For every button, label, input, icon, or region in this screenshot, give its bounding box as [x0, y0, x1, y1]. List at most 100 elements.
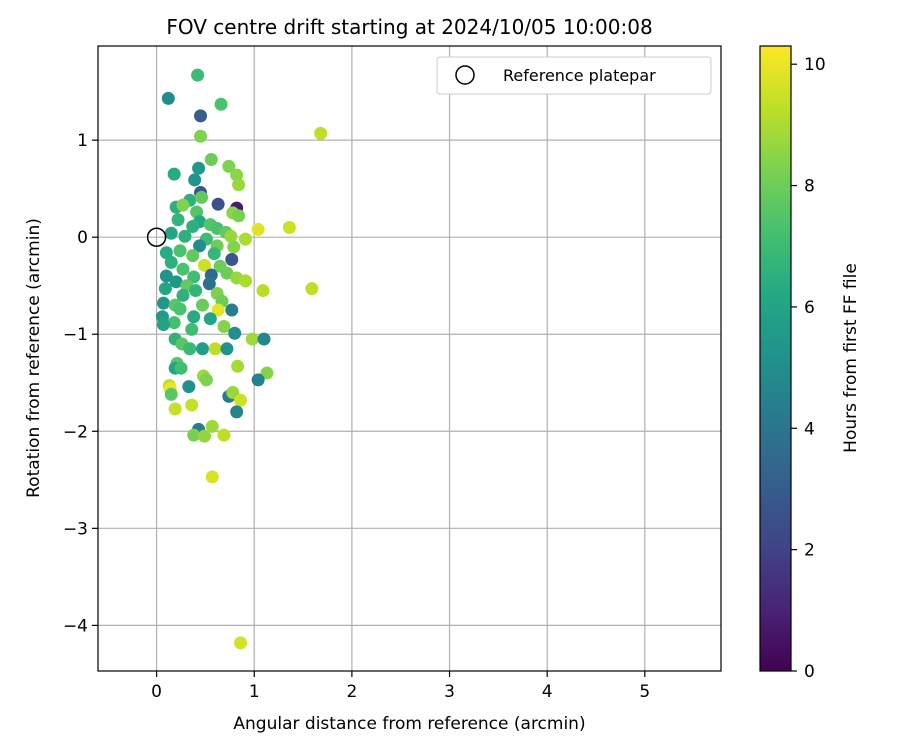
- y-axis-label: Rotation from reference (arcmin): [24, 218, 44, 498]
- data-point: [282, 220, 296, 234]
- legend: Reference platepar: [436, 56, 712, 95]
- data-point: [185, 398, 199, 412]
- legend-marker: [455, 65, 475, 85]
- x-axis-label: Angular distance from reference (arcmin): [233, 714, 585, 734]
- data-point: [260, 366, 274, 380]
- y-tick-label: −2: [63, 422, 88, 442]
- data-point: [232, 178, 246, 192]
- data-point: [188, 173, 202, 187]
- plot-frame: [97, 45, 722, 672]
- data-point: [159, 269, 173, 283]
- data-point: [230, 405, 244, 419]
- y-tick-label: −3: [63, 519, 88, 539]
- data-point: [256, 284, 270, 298]
- data-point: [194, 129, 208, 143]
- colorbar-tick-label: 8: [804, 177, 815, 197]
- data-point: [185, 322, 199, 336]
- data-point: [195, 190, 209, 204]
- data-point: [193, 239, 207, 253]
- data-point: [156, 318, 170, 332]
- data-point: [173, 302, 187, 316]
- data-point: [182, 380, 196, 394]
- data-point: [168, 402, 182, 416]
- y-tick-label: 0: [77, 228, 88, 248]
- data-point: [176, 262, 190, 276]
- y-tick-label: −4: [63, 616, 88, 636]
- x-tick-label: 2: [346, 682, 357, 702]
- data-point: [164, 226, 178, 240]
- data-point: [169, 275, 183, 289]
- data-point: [192, 161, 206, 175]
- data-point: [176, 198, 190, 212]
- data-point: [214, 97, 228, 111]
- data-point: [164, 255, 178, 269]
- data-point: [207, 247, 221, 261]
- data-point: [171, 213, 185, 227]
- data-point: [197, 258, 211, 272]
- colorbar-gradient: [759, 45, 792, 672]
- data-point: [217, 319, 231, 333]
- data-point: [257, 332, 271, 346]
- y-tick-label: −1: [63, 325, 88, 345]
- x-tick-label: 4: [542, 682, 553, 702]
- legend-box: [436, 56, 712, 95]
- x-tick-label: 0: [151, 682, 162, 702]
- data-point: [238, 232, 252, 246]
- legend-label: Reference platepar: [503, 66, 656, 85]
- data-point: [197, 429, 211, 443]
- data-point: [205, 470, 219, 484]
- data-point: [225, 303, 239, 317]
- data-point: [173, 244, 187, 258]
- data-point: [187, 270, 201, 284]
- data-point: [195, 298, 209, 312]
- data-point: [225, 253, 239, 267]
- data-point: [183, 342, 197, 356]
- data-point: [220, 342, 234, 356]
- data-point: [211, 303, 225, 317]
- colorbar-tick-label: 4: [804, 419, 815, 439]
- data-point: [187, 310, 201, 324]
- data-point: [186, 220, 200, 234]
- data-point: [231, 359, 245, 373]
- colorbar-tick-label: 10: [804, 55, 826, 75]
- data-point: [251, 373, 265, 387]
- data-point: [227, 240, 241, 254]
- data-point: [178, 229, 192, 243]
- data-point: [167, 167, 181, 181]
- data-point: [224, 229, 238, 243]
- data-point: [251, 222, 265, 236]
- x-tick-label: 3: [444, 682, 455, 702]
- x-axis-ticks: 0 1 2 3 4 5: [151, 671, 650, 702]
- grid-lines: [98, 46, 721, 671]
- colorbar-label: Hours from first FF file: [841, 263, 861, 453]
- data-point: [203, 312, 217, 326]
- x-tick-label: 1: [249, 682, 260, 702]
- data-point: [204, 153, 218, 167]
- data-point: [314, 126, 328, 140]
- data-point: [195, 342, 209, 356]
- reference-marker: [146, 227, 167, 247]
- data-point: [217, 428, 231, 442]
- colorbar: 0 2 4 6 8 10 Hours from first FF file: [759, 45, 861, 682]
- data-point: [161, 91, 175, 105]
- data-point: [186, 249, 200, 263]
- data-point: [176, 288, 190, 302]
- data-point: [174, 361, 188, 375]
- data-point: [220, 266, 234, 280]
- data-point: [158, 282, 172, 296]
- data-point: [305, 282, 319, 296]
- chart-title: FOV centre drift starting at 2024/10/05 …: [166, 15, 652, 39]
- data-point: [164, 387, 178, 401]
- y-tick-label: 1: [77, 131, 88, 151]
- data-point: [187, 428, 201, 442]
- data-point: [208, 342, 222, 356]
- data-point: [159, 246, 173, 260]
- data-point: [211, 197, 225, 211]
- colorbar-tick-label: 2: [804, 541, 815, 561]
- data-point: [189, 284, 203, 298]
- data-point: [205, 419, 219, 433]
- colorbar-tick-label: 0: [804, 662, 815, 682]
- data-point: [194, 109, 208, 123]
- data-point: [156, 296, 170, 310]
